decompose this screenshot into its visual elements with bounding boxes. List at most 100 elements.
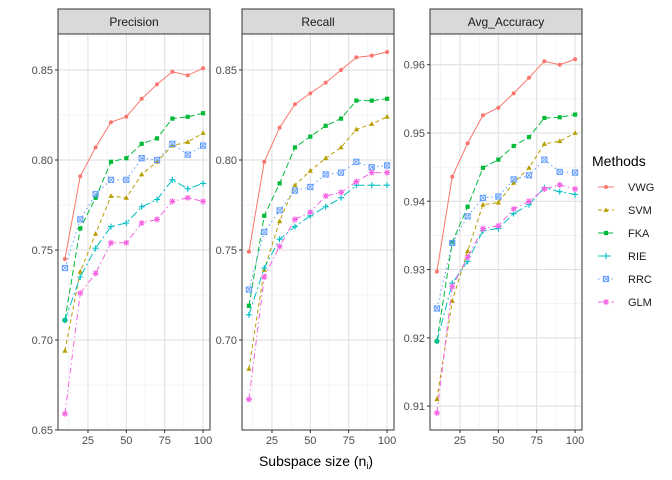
data-point-fka-90 [557,115,562,120]
data-point-rie-80 [169,176,176,183]
data-point-fka-100 [572,112,578,117]
data-point-svm-40 [108,193,114,198]
data-point-vwg-60 [323,80,328,85]
data-point-svm-30 [277,218,283,224]
panel-recall: Recall 0.70 0.75 0.80 0.85 25 50 75 100 [216,8,396,447]
data-point-glm-10 [433,409,440,416]
data-point-vwg-60 [511,91,516,96]
data-point-rrc-80 [353,158,360,165]
legend-key-marker [603,299,609,305]
y-tick-label: 0.85 [216,65,237,77]
data-point-rrc-10 [433,305,441,312]
series-line-rrc [436,158,576,309]
data-point-rrc-50 [307,183,314,191]
data-point-glm-70 [338,189,345,196]
data-point-vwg-30 [277,125,282,130]
data-point-vwg-70 [155,82,160,87]
legend: Methods VWG SVM FKA RIE RRC GLM [592,153,654,309]
data-point-glm-30 [276,243,283,250]
facet-title: Precision [109,15,158,29]
y-tick-label: 0.96 [404,60,425,72]
series-svm [434,130,578,402]
series-line-vwg [436,58,576,272]
series-line-glm [436,184,576,413]
data-point-glm-90 [184,194,191,201]
y-tick-label: 0.91 [404,401,425,413]
series-line-svm [248,116,388,369]
x-tick-label: 75 [343,435,355,447]
data-point-vwg-40 [480,113,485,118]
facet-strip [57,8,211,35]
data-point-rie-70 [154,196,161,203]
x-axis-label-close: ) [368,453,373,469]
data-point-rrc-100 [383,162,391,169]
legend-title: Methods [592,153,646,169]
data-point-rrc-60 [138,155,145,162]
data-point-rrc-40 [291,187,299,194]
series-rrc [61,140,207,272]
data-point-glm-40 [291,216,298,223]
data-point-rrc-80 [541,156,548,163]
legend-item-vwg: VWG [598,182,654,194]
data-point-vwg-40 [108,120,113,125]
legend-key-marker [603,207,609,212]
data-point-rrc-30 [464,213,471,220]
legend-item-glm: GLM [598,297,652,309]
panel-precision: Precision 0.65 0.70 0.75 0.80 0.85 25 50 75 100 [32,8,212,447]
y-tick-label: 0.70 [32,335,53,347]
data-point-glm-30 [92,270,99,277]
y-tick-label: 0.94 [404,196,425,208]
series-layer [245,50,391,403]
series-rie [61,176,207,324]
x-axis-label: Subspace size (ni) [259,453,373,471]
x-axis: 25 50 75 100 [82,430,212,447]
legend-key-marker [603,253,609,259]
series-glm [433,181,579,416]
y-axis: 0.70 0.75 0.80 0.85 [216,65,242,347]
x-tick-label: 50 [492,435,504,447]
data-point-svm-30 [93,231,99,236]
data-point-rrc-100 [199,142,207,149]
data-point-glm-80 [541,185,548,192]
data-point-svm-70 [338,144,344,150]
data-point-rie-20 [261,265,268,271]
legend-item-svm: SVM [598,205,652,217]
data-point-rrc-30 [92,191,99,198]
series-line-vwg [248,51,388,252]
data-point-fka-90 [185,114,190,119]
data-point-fka-100 [384,96,390,101]
data-point-fka-70 [338,116,344,121]
x-tick-label: 100 [378,435,396,447]
data-point-svm-60 [323,155,329,161]
data-point-glm-20 [77,290,84,297]
data-point-vwg-30 [93,145,98,150]
data-point-fka-20 [78,226,83,231]
series-layer [61,66,207,417]
data-point-rie-100 [572,191,579,198]
data-point-rrc-70 [337,169,345,176]
data-point-rie-100 [384,182,391,189]
data-point-rrc-60 [510,176,517,183]
y-tick-label: 0.65 [32,425,53,437]
data-point-rie-30 [92,245,99,252]
data-point-glm-80 [169,198,176,205]
series-line-rie [436,187,576,342]
data-point-glm-90 [368,169,375,176]
data-point-svm-100 [200,130,206,135]
data-point-vwg-70 [527,75,532,80]
data-point-rie-100 [200,180,207,187]
facet-strip [241,8,395,35]
data-point-glm-60 [322,193,329,199]
x-tick-label: 75 [159,435,171,447]
legend-label: RRC [628,274,652,286]
legend-label: FKA [628,228,650,240]
data-point-fka-60 [511,143,516,149]
data-point-glm-20 [449,283,456,290]
y-tick-label: 0.80 [216,155,237,167]
y-axis: 0.91 0.92 0.93 0.94 0.95 0.96 [404,60,430,413]
data-point-glm-60 [510,205,517,212]
data-point-fka-80 [542,115,547,121]
data-point-rrc-80 [169,140,176,147]
data-point-vwg-50 [124,114,129,119]
series-line-rie [64,179,204,321]
